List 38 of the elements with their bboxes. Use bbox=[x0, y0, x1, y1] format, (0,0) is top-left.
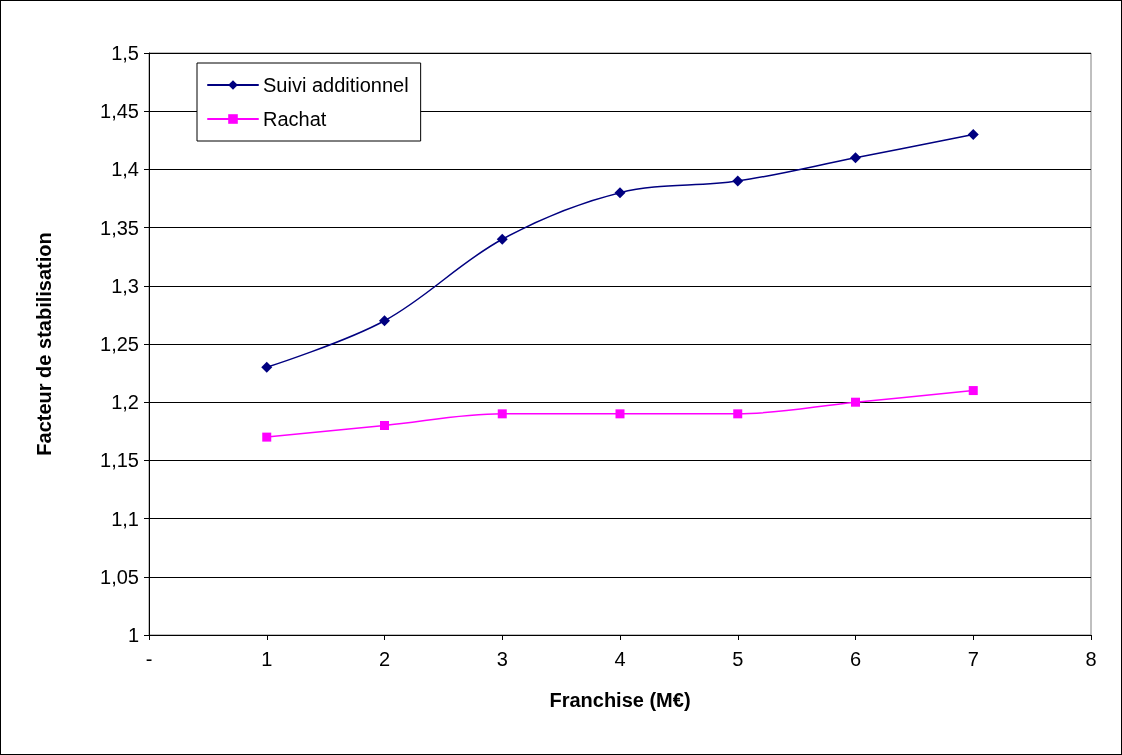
x-tick-label: 8 bbox=[1085, 648, 1097, 670]
x-axis-title: Franchise (M€) bbox=[549, 689, 691, 711]
point bbox=[615, 409, 625, 419]
x-tick-label: 7 bbox=[967, 648, 979, 670]
point bbox=[614, 187, 626, 199]
x-tick-label: 3 bbox=[496, 648, 508, 670]
y-tick-label: 1,1 bbox=[111, 507, 139, 530]
legend-label: Suivi additionnel bbox=[263, 74, 409, 96]
x-tick-label: - bbox=[145, 648, 153, 670]
y-axis-title: Facteur de stabilisation bbox=[33, 232, 55, 456]
y-tick-label: 1,35 bbox=[100, 216, 139, 239]
y-tick-label: 1,4 bbox=[111, 158, 139, 181]
x-tick-label: 6 bbox=[849, 648, 862, 670]
y-tick-label: 1,45 bbox=[100, 100, 139, 123]
y-tick-label: 1 bbox=[127, 624, 139, 646]
y-tick-label: 1,5 bbox=[111, 42, 139, 64]
point bbox=[380, 420, 389, 430]
point bbox=[968, 386, 978, 396]
point bbox=[733, 409, 743, 419]
point bbox=[496, 233, 508, 245]
y-tick-label: 1,2 bbox=[111, 391, 139, 414]
y-tick-label: 1,05 bbox=[100, 565, 139, 588]
point bbox=[261, 361, 273, 373]
point bbox=[850, 152, 861, 164]
x-tick-label: 2 bbox=[378, 648, 391, 670]
point bbox=[262, 432, 272, 442]
point bbox=[732, 175, 744, 187]
x-tick-label: 1 bbox=[261, 648, 273, 670]
x-tick-label: 4 bbox=[614, 648, 626, 670]
y-tick-label: 1,25 bbox=[100, 333, 139, 355]
y-tick-label: 1,15 bbox=[100, 449, 139, 472]
point bbox=[379, 315, 390, 327]
point bbox=[497, 409, 507, 419]
point bbox=[851, 397, 860, 407]
x-tick-label: 5 bbox=[732, 648, 744, 670]
point bbox=[967, 128, 979, 140]
legend-label: Rachat bbox=[263, 108, 327, 130]
y-tick-label: 1,3 bbox=[111, 274, 139, 297]
